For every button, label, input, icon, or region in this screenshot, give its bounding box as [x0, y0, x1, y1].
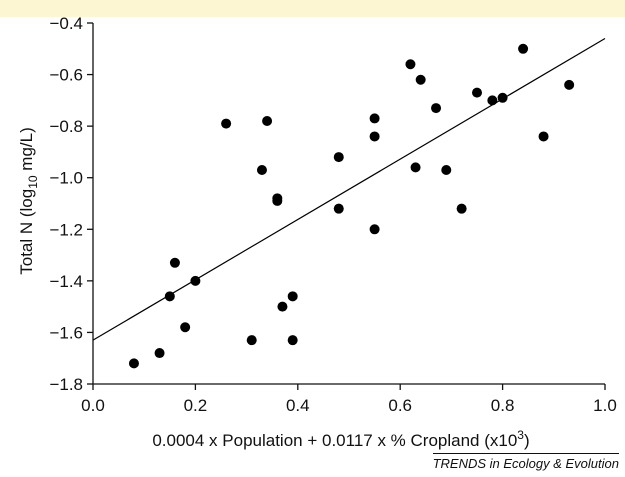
- y-tick-label: −1.4: [49, 272, 83, 291]
- y-tick-label: −1.0: [49, 169, 83, 188]
- regression-line-group: [92, 37, 606, 341]
- regression-line: [92, 37, 606, 341]
- x-axis-title-superscript: 3: [517, 428, 524, 442]
- data-point: [190, 275, 201, 286]
- data-point: [415, 74, 426, 85]
- data-point: [256, 164, 267, 175]
- data-point: [180, 322, 191, 333]
- data-point: [431, 103, 442, 114]
- data-point: [518, 43, 529, 54]
- y-tick-label: −1.8: [49, 375, 83, 394]
- y-tick-label: −1.6: [49, 323, 83, 342]
- y-tick-label: −1.2: [49, 220, 83, 239]
- y-axis-title-subscript: 10: [26, 175, 40, 189]
- data-point: [272, 195, 283, 206]
- x-tick-label: 0.2: [184, 396, 208, 415]
- axes: [92, 23, 605, 385]
- data-point: [441, 164, 452, 175]
- data-point: [333, 203, 344, 214]
- data-point: [538, 131, 549, 142]
- x-tick-label: 1.0: [593, 396, 617, 415]
- data-points: [128, 43, 575, 369]
- y-tick-label: −0.8: [49, 117, 83, 136]
- data-point: [221, 118, 232, 129]
- x-tick-label: 0.0: [81, 396, 105, 415]
- data-point: [333, 152, 344, 163]
- credit-line: TRENDS in Ecology & Evolution: [432, 453, 619, 471]
- top-band: [0, 0, 625, 17]
- x-tick-label: 0.6: [388, 396, 412, 415]
- data-point: [369, 113, 380, 124]
- data-point: [497, 92, 508, 103]
- data-point: [410, 162, 421, 173]
- x-axis-title: 0.0004 x Population + 0.0117 x % Croplan…: [152, 428, 529, 450]
- ticks: 0.0 0.2 0.4 0.6 0.8 1.0 −1.8 −1.6 −1.4 −1.2 −1.0 −0…: [49, 14, 616, 415]
- data-point: [369, 224, 380, 235]
- data-point: [277, 301, 288, 312]
- x-tick-label: 0.4: [286, 396, 310, 415]
- data-point: [169, 257, 180, 268]
- y-tick-label: −0.4: [49, 14, 83, 33]
- data-point: [128, 358, 139, 369]
- data-point: [487, 95, 498, 106]
- data-point: [405, 59, 416, 70]
- y-axis-title: Total N (log10 mg/L): [17, 127, 40, 275]
- y-tick-label: −0.6: [49, 66, 83, 85]
- data-point: [456, 203, 467, 214]
- data-point: [246, 335, 257, 346]
- data-point: [164, 291, 175, 302]
- data-point: [154, 348, 165, 359]
- data-point: [564, 79, 575, 90]
- data-point: [287, 291, 298, 302]
- x-tick-label: 0.8: [491, 396, 515, 415]
- data-point: [287, 335, 298, 346]
- data-point: [472, 87, 482, 98]
- data-point: [262, 115, 273, 126]
- data-point: [369, 131, 380, 142]
